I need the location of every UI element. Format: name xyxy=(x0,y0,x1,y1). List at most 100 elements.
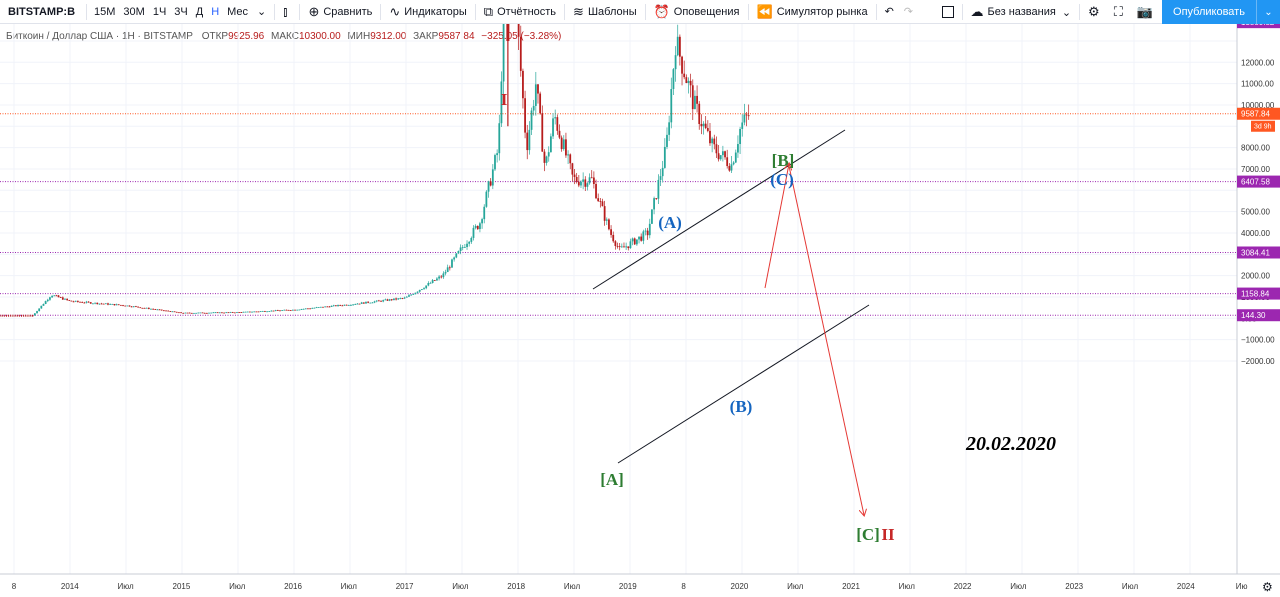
timeframe-4[interactable]: Д xyxy=(195,5,204,18)
candle-body xyxy=(681,56,683,74)
candle-body xyxy=(741,122,744,129)
wave-label-A: (A) xyxy=(658,213,682,232)
candle-body xyxy=(382,300,385,302)
candle-body xyxy=(644,230,647,232)
candle-body xyxy=(311,308,314,309)
chart-canvas[interactable]: I [B](C) (A) (B) [A] [C] II 20.02.2020 12000.00… xyxy=(0,24,1280,597)
candle-body xyxy=(193,312,195,314)
candle-body xyxy=(171,311,174,313)
candle-body xyxy=(683,73,686,78)
timeframe-1[interactable]: 30M xyxy=(123,5,145,18)
candle-body xyxy=(620,246,623,248)
time-tick-label: Июл xyxy=(452,582,469,591)
candle-body xyxy=(412,294,415,296)
candle-body xyxy=(139,307,142,309)
candle-body xyxy=(709,130,711,144)
chart-type-button[interactable]: ⫾ xyxy=(278,0,296,24)
reports-button[interactable]: ⧉ Отчётность xyxy=(479,0,561,24)
candle-body xyxy=(747,115,750,117)
candle-body xyxy=(386,299,389,301)
candle-body xyxy=(145,307,148,309)
timeframe-dropdown-button[interactable]: ⌄ xyxy=(252,0,271,24)
price-axis[interactable]: 12000.00 11000.00 10000.00 8000.00 7000.00 50… xyxy=(1236,24,1280,574)
candle-body xyxy=(459,247,462,252)
candle-body xyxy=(399,298,402,299)
candle-body xyxy=(79,301,81,303)
symbol-title: Биткоин / Доллар США · 1Н · BITSTAMP xyxy=(6,31,193,42)
snapshot-button[interactable]: 📷 xyxy=(1132,0,1162,24)
candle-body xyxy=(31,315,34,317)
projection-arrow-up xyxy=(764,164,789,289)
candle-body xyxy=(330,305,333,307)
candle-body xyxy=(231,312,234,313)
candle-body xyxy=(717,153,720,160)
candle-body xyxy=(343,304,346,306)
candle-body xyxy=(160,309,163,311)
candle-body xyxy=(365,301,367,304)
timeframe-6[interactable]: Мес xyxy=(227,5,249,18)
candle-body xyxy=(347,305,350,306)
compare-button[interactable]: ⊕ Сравнить xyxy=(303,0,377,24)
candle-body xyxy=(296,309,299,311)
candle-body xyxy=(257,311,260,313)
indicators-button[interactable]: ∿ Индикаторы xyxy=(384,0,471,24)
time-tick-label: Июл xyxy=(341,582,358,591)
candle-body xyxy=(573,174,576,178)
candle-body xyxy=(496,153,499,156)
settings-button[interactable]: ⚙ xyxy=(1083,0,1109,24)
price-tick-label: 5000.00 xyxy=(1241,208,1270,217)
time-tick-label: Июл xyxy=(564,582,581,591)
candle-body xyxy=(100,303,103,305)
candle-body xyxy=(472,227,475,238)
timeframe-2[interactable]: 1Ч xyxy=(152,5,167,18)
candle-body xyxy=(119,304,122,306)
chevron-down-icon: ⌄ xyxy=(1264,6,1273,18)
fullscreen-layout-button[interactable] xyxy=(937,0,959,24)
publish-dropdown-button[interactable]: ⌄ xyxy=(1256,0,1280,24)
layout-name-button[interactable]: ☁ Без названия ⌄ xyxy=(966,0,1077,24)
candle-body xyxy=(384,299,387,301)
candle-body xyxy=(390,299,393,301)
candle-body xyxy=(552,118,554,137)
fullscreen-button[interactable]: ⛶ xyxy=(1109,0,1132,24)
undo-button[interactable]: ↶ xyxy=(880,0,899,24)
symbol-search[interactable]: BITSTAMP:B xyxy=(8,5,76,18)
candle-body xyxy=(433,280,436,281)
open-label: ОТКР xyxy=(201,31,229,42)
candle-body xyxy=(420,289,423,290)
candle-body xyxy=(313,307,316,309)
candle-body xyxy=(380,300,382,302)
candle-body xyxy=(141,307,144,309)
alerts-button[interactable]: ⏰ Оповещения xyxy=(649,0,745,24)
high-label: МАКС xyxy=(271,31,299,42)
undo-icon: ↶ xyxy=(884,6,894,18)
candle-body xyxy=(104,303,107,305)
toolbar-divider xyxy=(86,3,88,20)
candle-body xyxy=(85,301,88,303)
candle-body xyxy=(614,241,617,247)
candle-body xyxy=(334,305,337,307)
candle-body xyxy=(49,297,51,300)
report-icon: ⧉ xyxy=(483,3,494,19)
time-axis[interactable]: 8 2014 Июл 2015 Июл 2016 Июл 2017 Июл 2018 Июл 2019… xyxy=(0,573,1280,597)
templates-button[interactable]: ≋ Шаблоны xyxy=(568,0,642,24)
candle-body xyxy=(721,151,724,156)
timeframe-3[interactable]: 3Ч xyxy=(174,5,188,18)
candle-body xyxy=(586,183,589,187)
publish-button[interactable]: Опубликовать xyxy=(1162,0,1256,24)
time-tick-label: 8 xyxy=(12,582,17,591)
axis-settings-gear-icon[interactable]: ⚙ xyxy=(1262,580,1273,594)
candle-body xyxy=(423,288,425,290)
candle-body xyxy=(730,164,733,171)
toolbar-divider xyxy=(1079,4,1081,20)
candle-body xyxy=(698,103,701,124)
replay-button[interactable]: ⏪ Симулятор рынка xyxy=(752,0,873,24)
candle-body xyxy=(541,113,544,152)
candle-body xyxy=(425,285,428,289)
redo-button[interactable]: ↷ xyxy=(899,0,918,24)
candle-body xyxy=(289,310,292,312)
grid xyxy=(0,24,1237,574)
timeframe-0[interactable]: 15M xyxy=(94,5,116,18)
candle-body xyxy=(264,311,266,312)
timeframe-5[interactable]: Н xyxy=(211,5,220,18)
